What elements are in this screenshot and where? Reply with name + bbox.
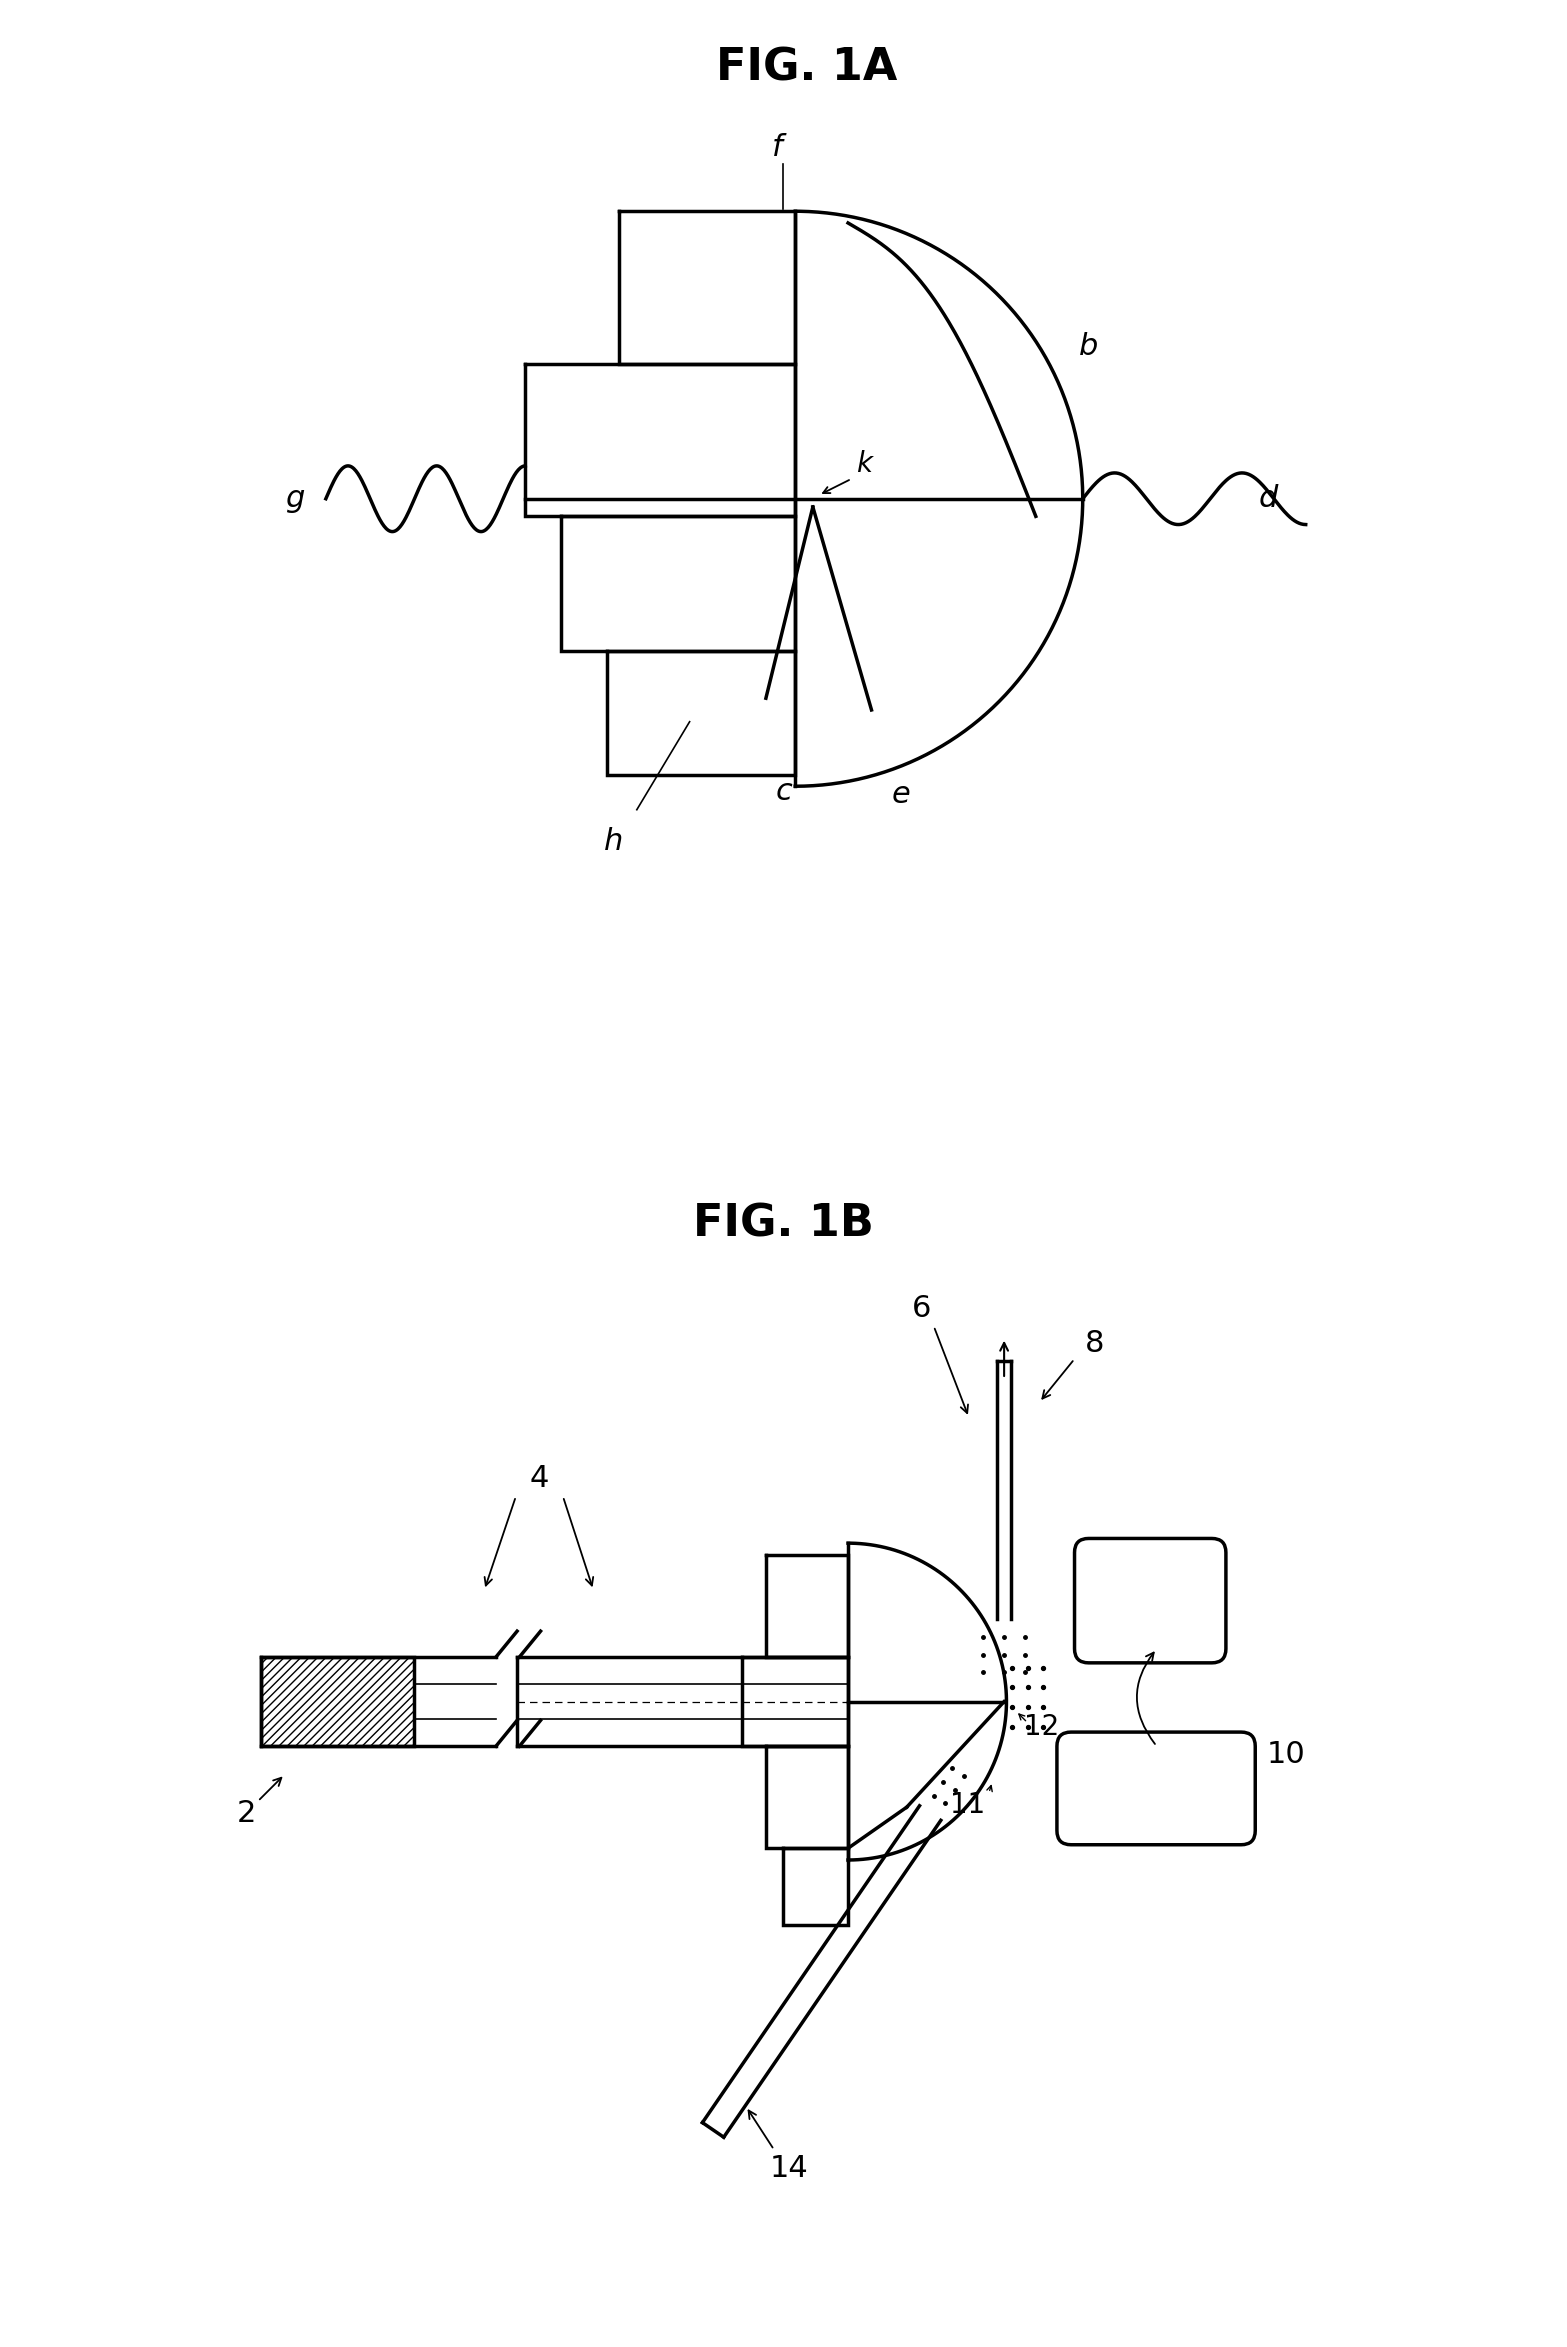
Text: FIG. 1B: FIG. 1B <box>693 1202 874 1246</box>
Bar <box>262 1657 414 1746</box>
Text: 14: 14 <box>769 2155 809 2183</box>
Text: 8: 8 <box>1084 1328 1105 1359</box>
Text: FIG. 1A: FIG. 1A <box>716 47 898 89</box>
Text: f: f <box>773 134 784 162</box>
Text: c: c <box>776 777 791 805</box>
Text: g: g <box>285 483 304 514</box>
Text: e: e <box>892 779 910 810</box>
Text: 11: 11 <box>950 1791 986 1819</box>
Text: 4: 4 <box>530 1465 548 1493</box>
Text: k: k <box>856 451 873 479</box>
Text: 6: 6 <box>912 1293 932 1324</box>
Text: h: h <box>603 828 624 857</box>
Text: d: d <box>1258 483 1279 514</box>
Text: 2: 2 <box>237 1798 255 1828</box>
Text: 12: 12 <box>1025 1713 1059 1741</box>
Text: b: b <box>1080 331 1098 361</box>
Text: 10: 10 <box>1266 1739 1305 1770</box>
